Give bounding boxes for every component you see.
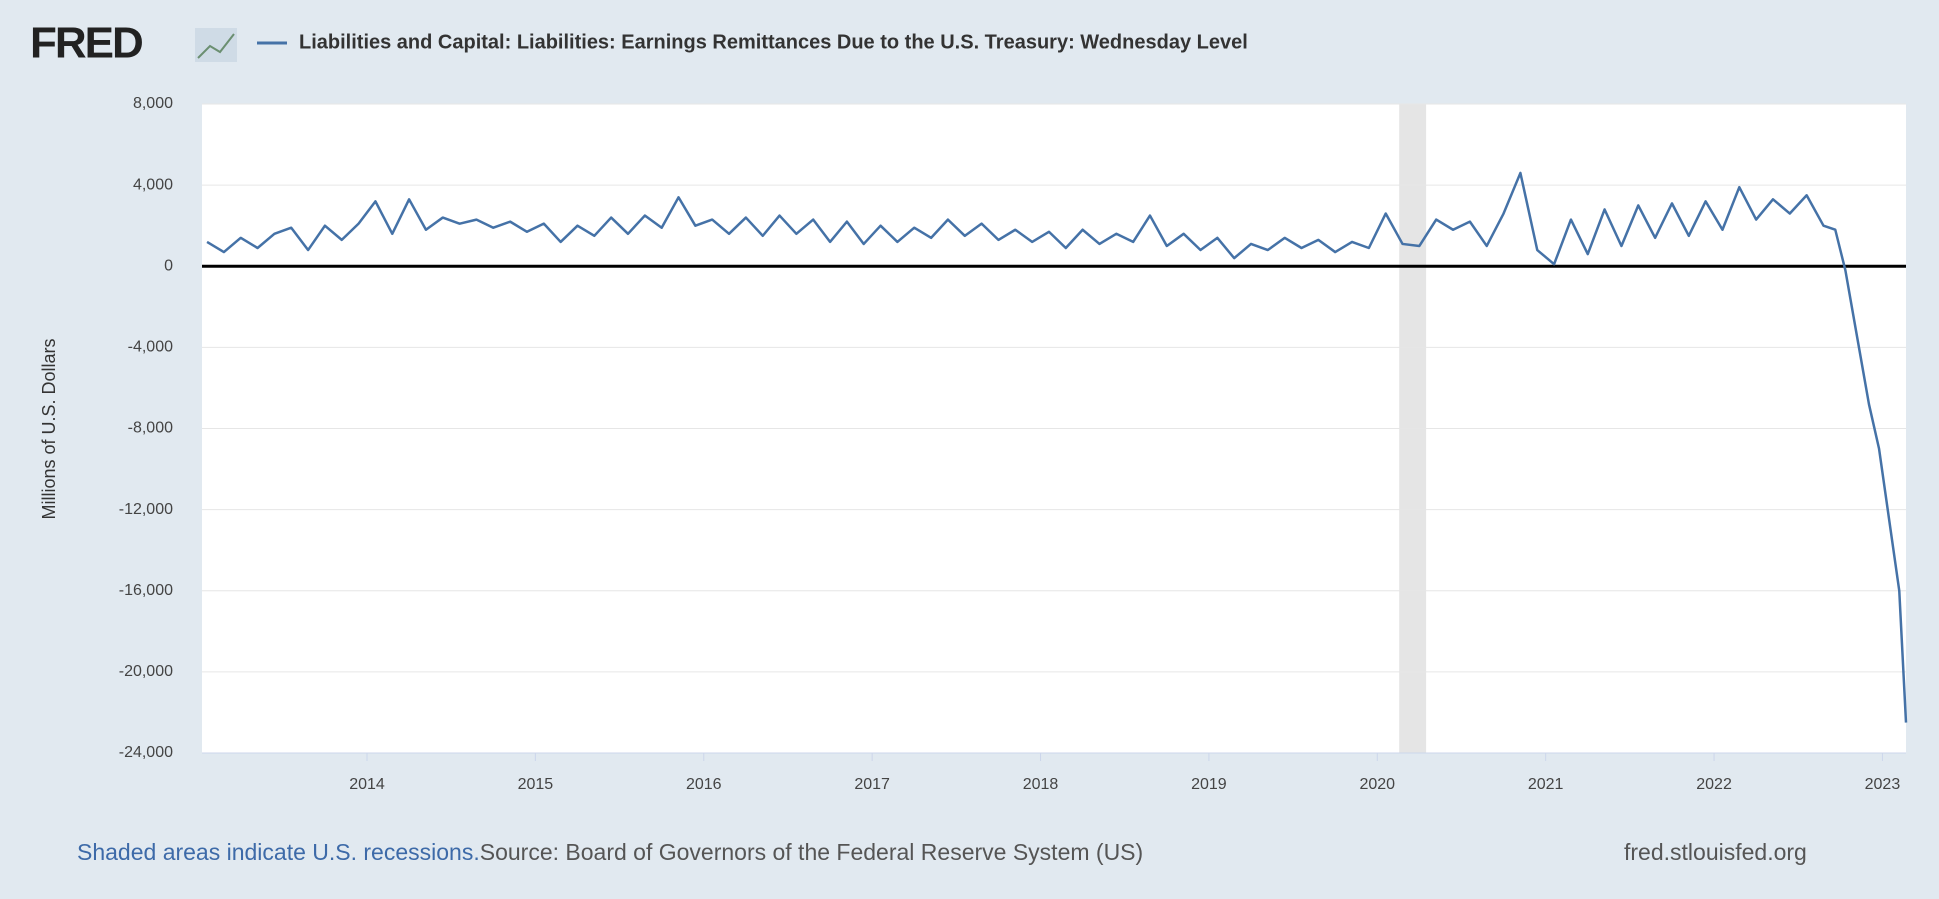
x-tick-label: 2021 xyxy=(1528,776,1564,793)
site: fred.stlouisfed.org xyxy=(1624,839,1807,865)
x-tick-label: 2020 xyxy=(1359,776,1395,793)
x-tick-label: 2022 xyxy=(1696,776,1732,793)
y-tick-label: -12,000 xyxy=(119,501,173,518)
legend-label: Liabilities and Capital: Liabilities: Ea… xyxy=(299,31,1248,53)
x-tick-label: 2017 xyxy=(854,776,890,793)
x-tick-label: 2016 xyxy=(686,776,722,793)
x-tick-label: 2015 xyxy=(518,776,554,793)
x-tick-label: 2018 xyxy=(1023,776,1059,793)
x-tick-label: 2019 xyxy=(1191,776,1227,793)
recession-note: Shaded areas indicate U.S. recessions. xyxy=(77,839,480,865)
y-tick-label: -4,000 xyxy=(128,339,173,356)
y-tick-label: -20,000 xyxy=(119,663,173,680)
y-tick-label: -24,000 xyxy=(119,744,173,761)
series-line xyxy=(206,171,1908,723)
source: Source: Board of Governors of the Federa… xyxy=(480,839,1143,865)
x-tick-label: 2014 xyxy=(349,776,385,793)
y-tick-label: 8,000 xyxy=(133,95,173,112)
y-axis-label: Millions of U.S. Dollars xyxy=(39,338,59,519)
y-tick-label: -16,000 xyxy=(119,582,173,599)
logo-icon xyxy=(195,28,237,62)
y-tick-label: -8,000 xyxy=(128,420,173,437)
y-tick-label: 4,000 xyxy=(133,176,173,193)
logo: FRED xyxy=(30,19,142,68)
x-tick-label: 2023 xyxy=(1865,776,1901,793)
y-tick-label: 0 xyxy=(164,257,173,274)
footer-note: Shaded areas indicate U.S. recessions.So… xyxy=(77,839,1143,865)
